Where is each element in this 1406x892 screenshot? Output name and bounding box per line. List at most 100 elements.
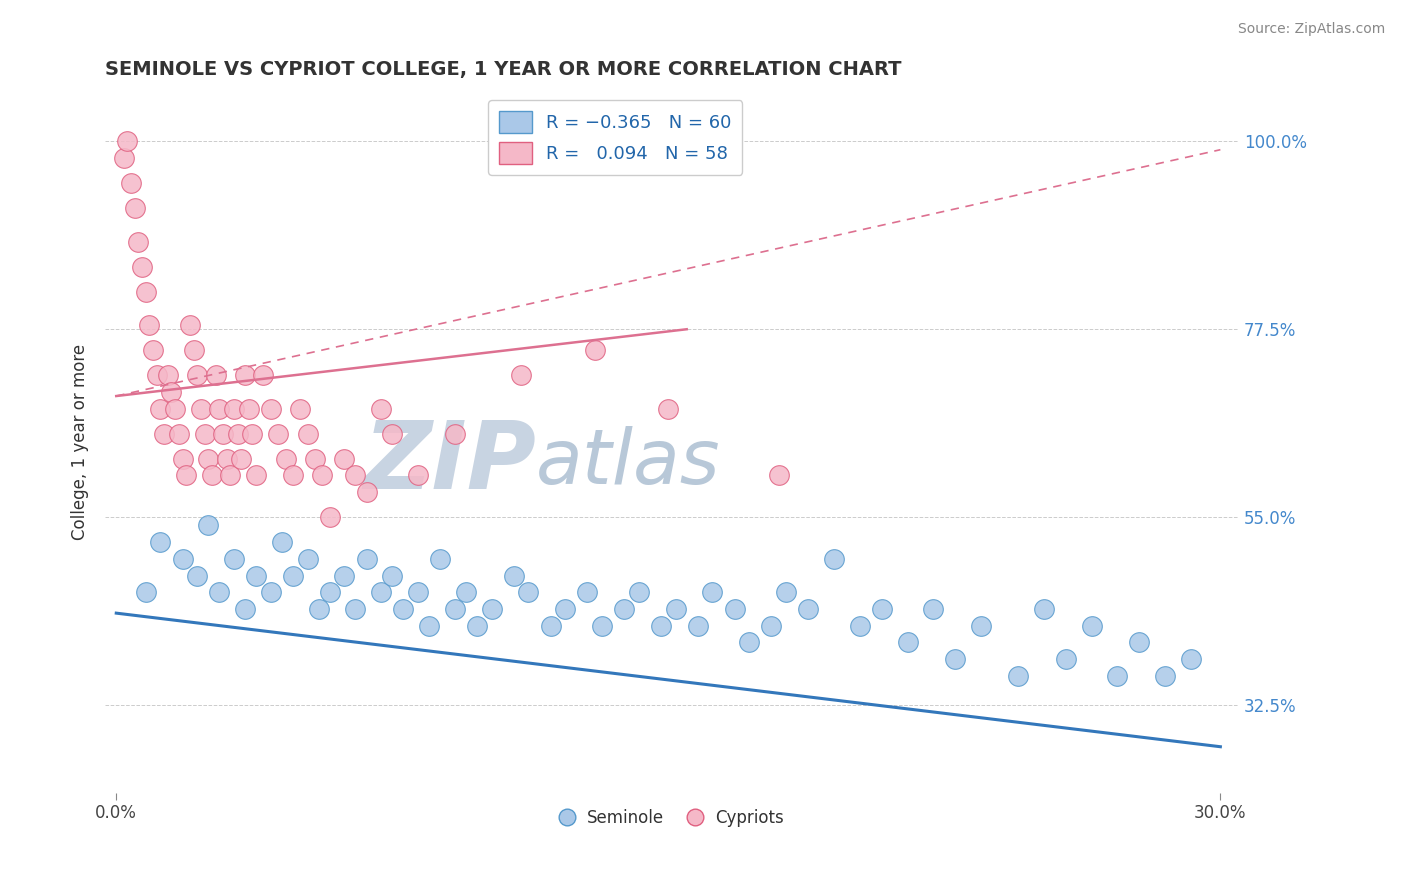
Point xyxy=(406,585,429,599)
Point xyxy=(245,568,267,582)
Point xyxy=(1128,635,1150,649)
Point xyxy=(319,510,342,524)
Y-axis label: College, 1 year or more: College, 1 year or more xyxy=(72,344,89,540)
Point xyxy=(149,401,172,416)
Point xyxy=(160,384,183,399)
Point xyxy=(245,468,267,483)
Text: Source: ZipAtlas.com: Source: ZipAtlas.com xyxy=(1237,22,1385,37)
Point xyxy=(1054,652,1077,666)
Point xyxy=(444,602,467,616)
Point xyxy=(190,401,212,416)
Point xyxy=(156,368,179,383)
Point xyxy=(554,602,576,616)
Point xyxy=(768,468,790,483)
Point xyxy=(308,602,330,616)
Point xyxy=(723,602,745,616)
Point xyxy=(212,426,235,441)
Point xyxy=(1154,669,1177,683)
Point xyxy=(665,602,688,616)
Point xyxy=(333,451,356,466)
Point xyxy=(304,451,326,466)
Point xyxy=(657,401,679,416)
Point xyxy=(370,585,392,599)
Point xyxy=(194,426,217,441)
Point xyxy=(333,568,356,582)
Point xyxy=(418,618,440,632)
Point xyxy=(381,426,404,441)
Text: atlas: atlas xyxy=(536,426,720,500)
Point xyxy=(1080,618,1102,632)
Point xyxy=(117,134,139,148)
Point xyxy=(131,260,153,274)
Point xyxy=(823,552,845,566)
Point xyxy=(1007,669,1029,683)
Point xyxy=(429,552,451,566)
Point xyxy=(138,318,160,332)
Point xyxy=(613,602,636,616)
Point xyxy=(797,602,820,616)
Point xyxy=(502,568,524,582)
Point xyxy=(290,401,312,416)
Point xyxy=(274,451,297,466)
Point xyxy=(197,518,219,533)
Point xyxy=(201,468,224,483)
Point xyxy=(215,451,238,466)
Point xyxy=(686,618,709,632)
Point xyxy=(165,401,187,416)
Point xyxy=(650,618,672,632)
Point xyxy=(738,635,761,649)
Point xyxy=(260,585,283,599)
Point xyxy=(233,368,256,383)
Point xyxy=(167,426,190,441)
Point xyxy=(319,585,342,599)
Point xyxy=(222,552,245,566)
Point xyxy=(174,468,197,483)
Point xyxy=(465,618,488,632)
Point xyxy=(356,485,378,500)
Point xyxy=(297,552,319,566)
Point xyxy=(591,618,613,632)
Point xyxy=(145,368,167,383)
Point xyxy=(583,343,606,358)
Point xyxy=(454,585,477,599)
Point xyxy=(945,652,967,666)
Point xyxy=(231,451,253,466)
Point xyxy=(219,468,242,483)
Point xyxy=(120,176,142,190)
Point xyxy=(252,368,274,383)
Point xyxy=(135,585,157,599)
Point xyxy=(392,602,415,616)
Point xyxy=(197,451,219,466)
Point xyxy=(481,602,503,616)
Point xyxy=(127,235,149,249)
Point xyxy=(270,535,292,549)
Point xyxy=(179,318,201,332)
Point xyxy=(172,552,194,566)
Legend: Seminole, Cypriots: Seminole, Cypriots xyxy=(553,802,790,833)
Point xyxy=(242,426,264,441)
Point xyxy=(761,618,783,632)
Point xyxy=(406,468,429,483)
Point xyxy=(208,585,231,599)
Point xyxy=(627,585,650,599)
Point xyxy=(172,451,194,466)
Point xyxy=(186,368,208,383)
Point xyxy=(153,426,176,441)
Point xyxy=(238,401,260,416)
Text: ZIP: ZIP xyxy=(363,417,536,509)
Point xyxy=(510,368,533,383)
Point xyxy=(281,468,304,483)
Point xyxy=(356,552,378,566)
Point xyxy=(1032,602,1054,616)
Point xyxy=(267,426,290,441)
Point xyxy=(517,585,540,599)
Point xyxy=(775,585,797,599)
Point xyxy=(922,602,945,616)
Point xyxy=(260,401,283,416)
Text: SEMINOLE VS CYPRIOT COLLEGE, 1 YEAR OR MORE CORRELATION CHART: SEMINOLE VS CYPRIOT COLLEGE, 1 YEAR OR M… xyxy=(105,60,901,78)
Point xyxy=(576,585,599,599)
Point xyxy=(135,285,157,299)
Point xyxy=(970,618,993,632)
Point xyxy=(297,426,319,441)
Point xyxy=(344,602,367,616)
